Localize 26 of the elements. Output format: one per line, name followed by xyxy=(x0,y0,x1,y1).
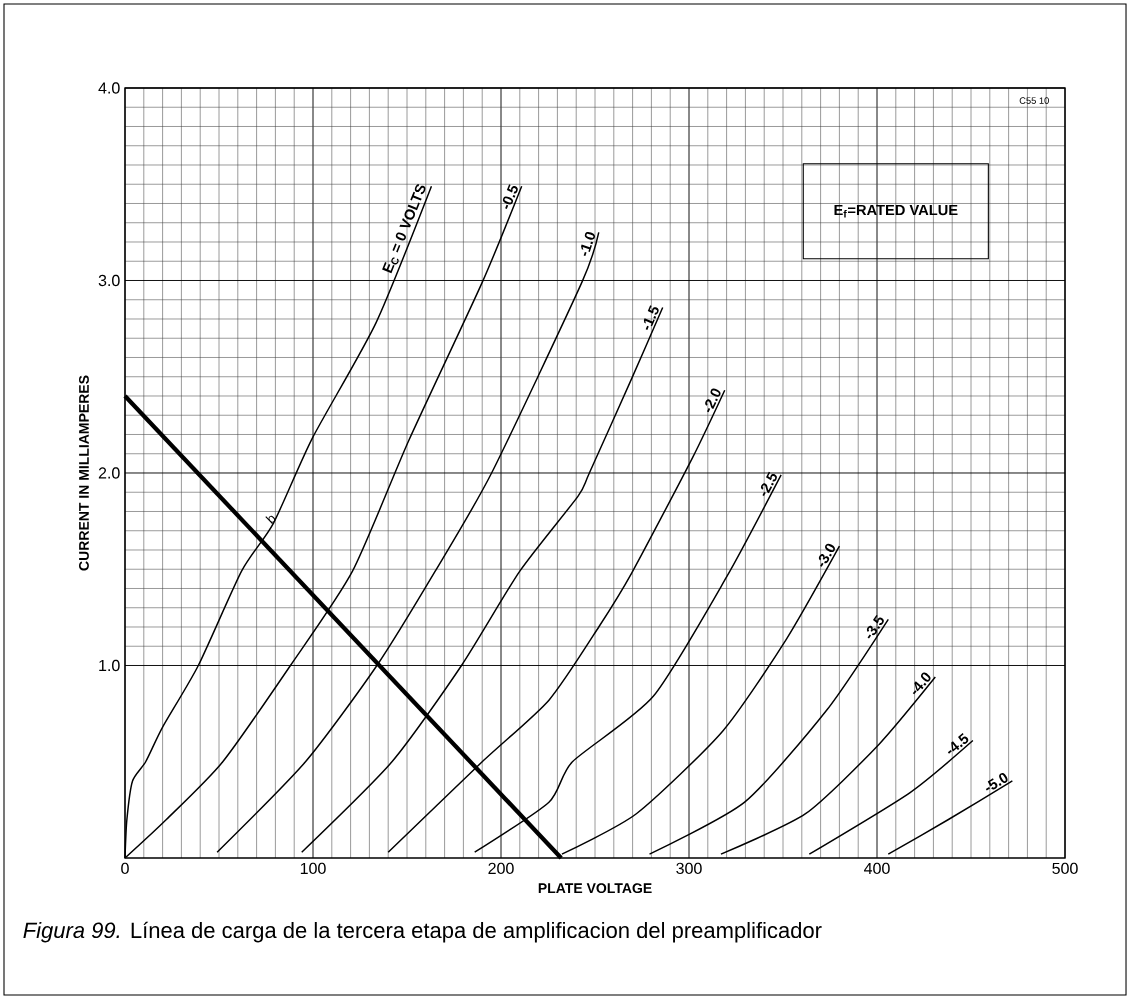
text: -1.0 xyxy=(581,232,596,257)
x-tick-label: 0 xyxy=(121,862,129,875)
text: -2.0 xyxy=(705,388,721,413)
y-tick-label: 1.0 xyxy=(99,659,120,672)
text: -4.0 xyxy=(912,672,931,695)
text: -5.0 xyxy=(985,772,1008,791)
text: -2.5 xyxy=(760,471,777,497)
x-tick-label: 400 xyxy=(864,862,890,875)
y-axis-title: CURRENT IN MILLIAMPERES xyxy=(78,375,89,571)
annotation: C55 10 xyxy=(1019,97,1049,104)
text: -4.5 xyxy=(947,733,969,754)
y-tick-label: 2.0 xyxy=(98,467,120,479)
text: -3.0 xyxy=(818,543,836,567)
annotation: b xyxy=(265,515,276,524)
text: -1.5 xyxy=(643,305,659,330)
annotation: E$_{f}$=RATED VALUE xyxy=(834,204,958,218)
x-tick-label: 500 xyxy=(1052,862,1078,875)
y-tick-label: 3.0 xyxy=(98,274,120,287)
x-tick-label: 300 xyxy=(676,862,702,875)
text: -0.5 xyxy=(502,184,518,209)
text: Figura 99. Línea de carga de la tercera etapa de amplificacion del preamplificador xyxy=(23,921,822,943)
x-tick-label: 100 xyxy=(300,862,326,875)
y-tick-label: 4.0 xyxy=(98,82,120,94)
x-axis-title: PLATE VOLTAGE xyxy=(538,883,652,894)
text: -3.5 xyxy=(866,614,884,639)
x-tick-label: 200 xyxy=(488,862,514,875)
